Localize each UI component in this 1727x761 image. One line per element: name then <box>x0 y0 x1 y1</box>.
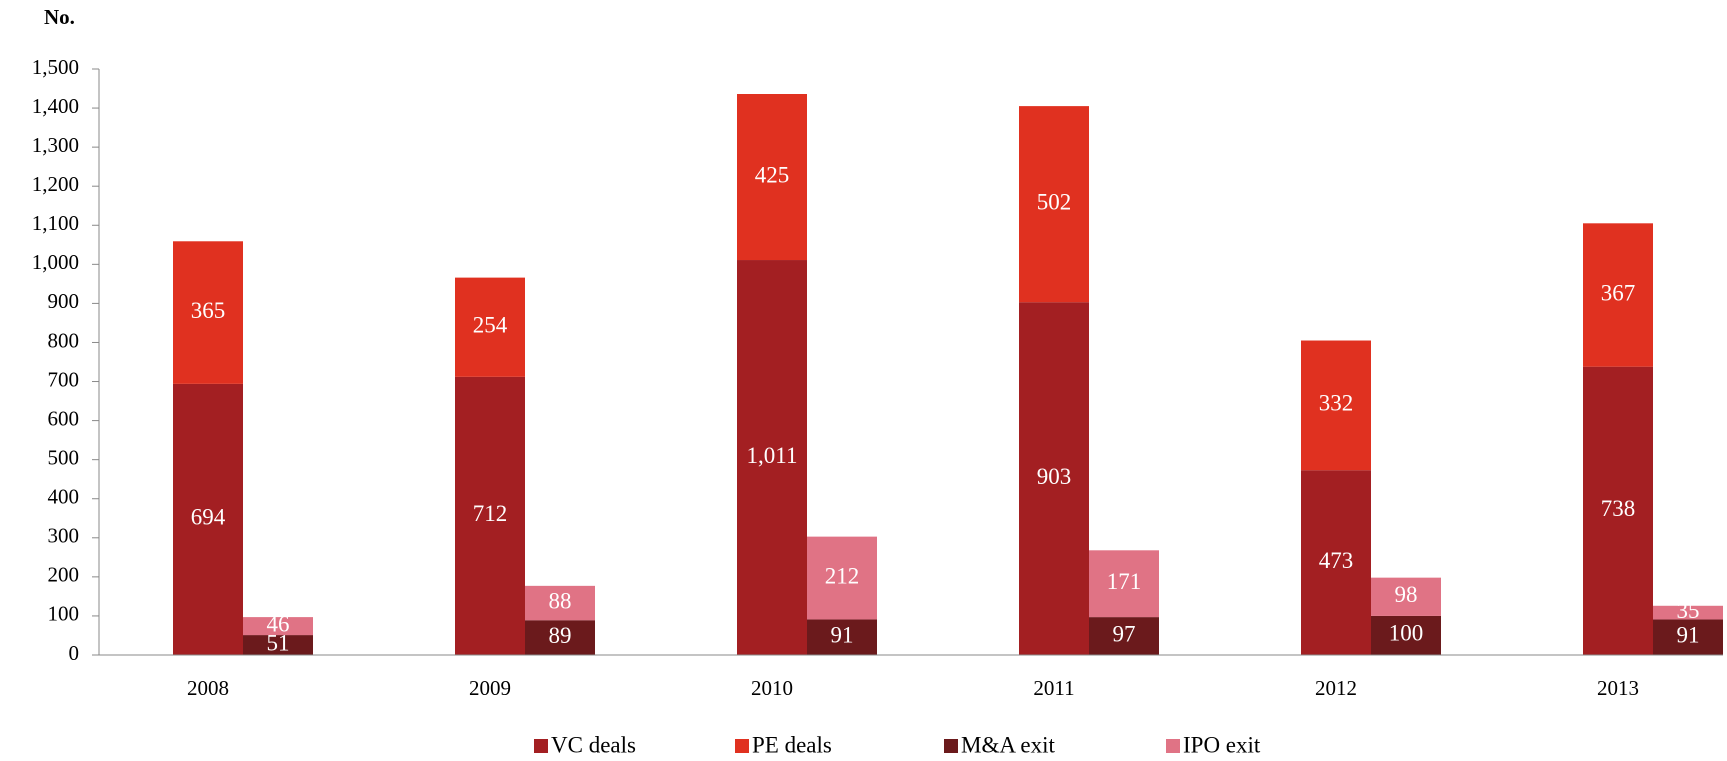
data-label: 1,011 <box>747 443 798 468</box>
y-tick-label: 1,400 <box>32 94 79 118</box>
bar-segment <box>525 620 595 655</box>
data-label: 51 <box>267 630 290 655</box>
legend-swatch <box>1166 739 1180 753</box>
legend-swatch <box>944 739 958 753</box>
x-tick-label: 2011 <box>1033 676 1074 700</box>
data-label: 46 <box>267 611 290 636</box>
bar-segment <box>1019 302 1089 655</box>
bar-segment <box>737 260 807 655</box>
y-axis-label: No. <box>44 5 75 29</box>
bar-segment <box>1371 615 1441 655</box>
legend-swatch <box>534 739 548 753</box>
bar-segment <box>807 619 877 655</box>
y-tick-label: 1,100 <box>32 211 79 235</box>
data-label: 502 <box>1037 189 1072 214</box>
bar-segment <box>243 617 313 636</box>
bar-segment <box>455 376 525 655</box>
legend-swatch <box>735 739 749 753</box>
data-label: 89 <box>549 623 572 648</box>
y-tick-label: 700 <box>48 367 80 391</box>
y-tick-label: 400 <box>48 485 80 509</box>
data-label: 97 <box>1113 621 1136 646</box>
legend-label: M&A exit <box>961 732 1056 757</box>
data-label: 171 <box>1107 569 1142 594</box>
bar-segment <box>737 94 807 261</box>
y-tick-label: 100 <box>48 602 80 626</box>
x-tick-label: 2012 <box>1315 676 1357 700</box>
data-label: 738 <box>1601 496 1636 521</box>
data-label: 903 <box>1037 464 1072 489</box>
x-tick-label: 2013 <box>1597 676 1639 700</box>
bar-segment <box>455 277 525 377</box>
x-tick-label: 2009 <box>469 676 511 700</box>
data-label: 332 <box>1319 391 1354 416</box>
bar-segment <box>525 585 595 621</box>
data-label: 212 <box>825 563 860 588</box>
data-label: 473 <box>1319 548 1354 573</box>
bar-segment <box>1371 577 1441 616</box>
y-tick-label: 1,500 <box>32 55 79 79</box>
bar-segment <box>1089 617 1159 655</box>
data-label: 365 <box>191 298 226 323</box>
data-label: 712 <box>473 501 508 526</box>
data-label: 254 <box>473 313 508 338</box>
bar-segment <box>1583 223 1653 367</box>
legend-label: IPO exit <box>1183 732 1261 757</box>
bar-segment <box>1089 550 1159 618</box>
y-tick-label: 1,300 <box>32 133 79 157</box>
data-label: 100 <box>1389 621 1424 646</box>
data-label: 91 <box>831 623 854 648</box>
bar-segment <box>1653 605 1723 620</box>
y-tick-label: 300 <box>48 524 80 548</box>
bar-segment <box>243 635 313 655</box>
y-tick-label: 0 <box>69 641 80 665</box>
legend-label: PE deals <box>752 732 832 757</box>
bar-segment <box>173 383 243 655</box>
bar-segment <box>1653 619 1723 655</box>
bar-segment <box>1301 340 1371 471</box>
bar-segment <box>1583 366 1653 655</box>
x-tick-label: 2010 <box>751 676 793 700</box>
data-label: 91 <box>1677 623 1700 648</box>
y-tick-label: 600 <box>48 406 80 430</box>
data-label: 35 <box>1677 598 1700 623</box>
data-label: 367 <box>1601 280 1636 305</box>
legend-label: VC deals <box>551 732 636 757</box>
x-tick-label: 2008 <box>187 676 229 700</box>
y-tick-label: 800 <box>48 328 80 352</box>
y-tick-label: 200 <box>48 563 80 587</box>
y-tick-label: 1,200 <box>32 172 79 196</box>
bar-segment <box>173 241 243 384</box>
y-tick-label: 500 <box>48 445 80 469</box>
y-tick-label: 900 <box>48 289 80 313</box>
bar-segment <box>1019 106 1089 303</box>
data-label: 425 <box>755 162 790 187</box>
bar-segment <box>1301 470 1371 655</box>
y-tick-label: 1,000 <box>32 250 79 274</box>
data-label: 694 <box>191 505 226 530</box>
bar-segment <box>807 536 877 620</box>
data-label: 88 <box>549 588 572 613</box>
data-label: 98 <box>1395 582 1418 607</box>
